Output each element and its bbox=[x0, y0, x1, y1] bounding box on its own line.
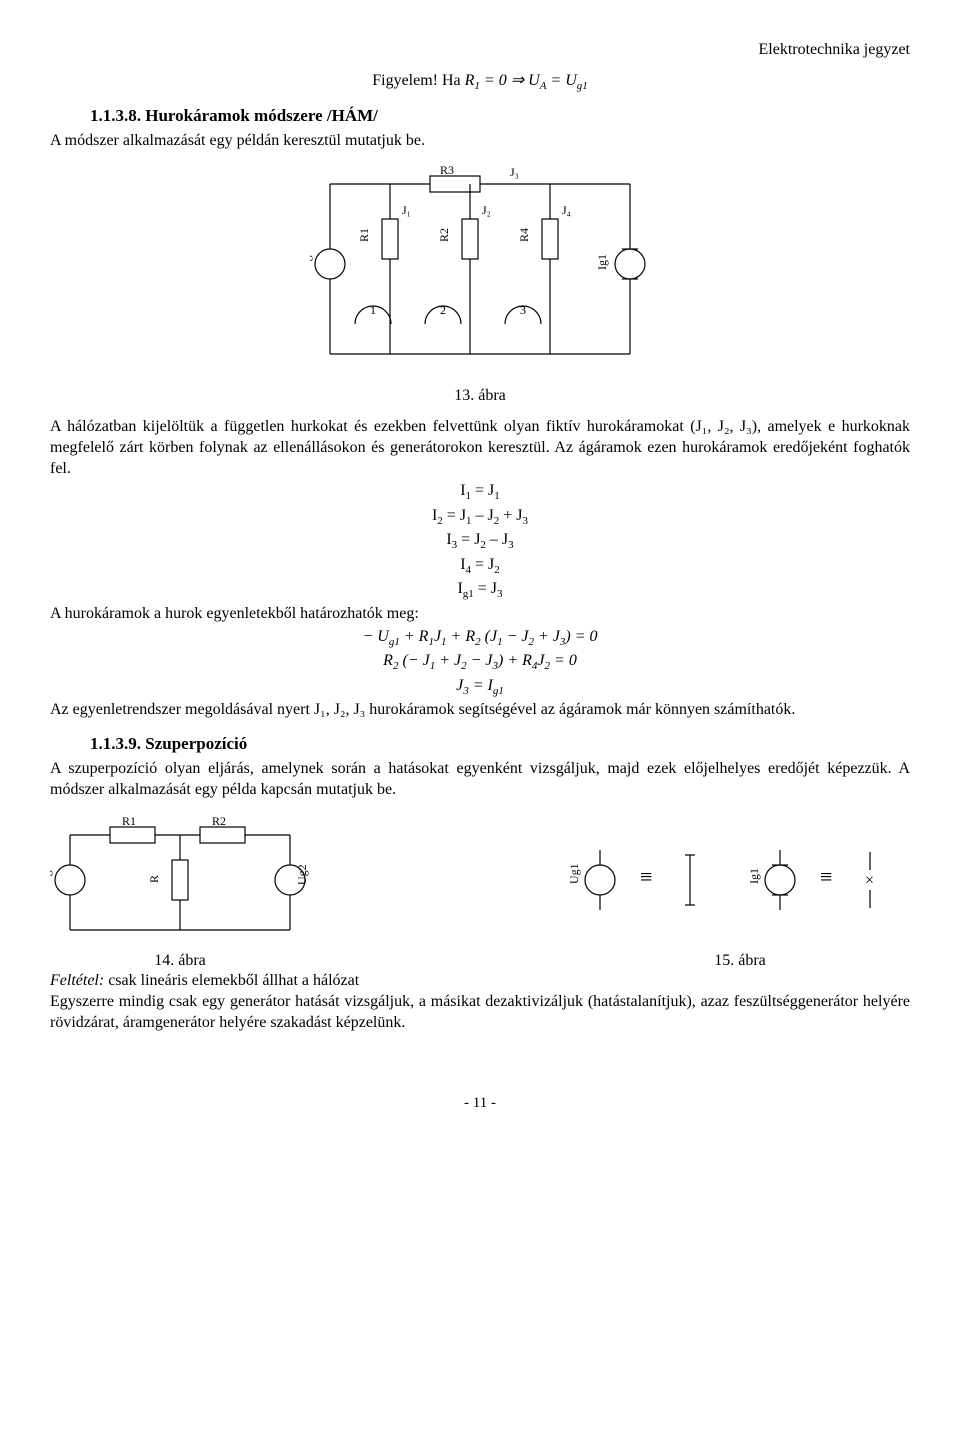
branch-intro: A hurokáramok a hurok egyenletekből hatá… bbox=[50, 604, 910, 625]
fig13-label-ig1: Ig1 bbox=[595, 254, 609, 270]
branch-eq-2: I2 = J1 – J2 + J3 bbox=[50, 506, 910, 528]
fig13-loop-1: 1 bbox=[370, 303, 376, 317]
condition-prefix: Feltétel: bbox=[50, 972, 104, 989]
condition-rest: csak lineáris elemekből állhat a hálózat bbox=[104, 972, 359, 989]
branch-eq-1: I1 = J1 bbox=[50, 481, 910, 503]
fig13-label-j3: J₃ bbox=[510, 165, 519, 179]
fig13-label-r4: R4 bbox=[517, 228, 531, 242]
para-after-fig13: A hálózatban kijelöltük a független hurk… bbox=[50, 417, 910, 479]
running-header: Elektrotechnika jegyzet bbox=[50, 40, 910, 61]
condition-line: Feltétel: csak lineáris elemekből állhat… bbox=[50, 971, 910, 992]
figure-14-diagram: R1 R2 R Ug1 Ug2 bbox=[50, 815, 310, 945]
fig13-label-ug1: Ug1 bbox=[310, 250, 313, 271]
section-139-title: 1.1.3.9. Szuperpozíció bbox=[90, 733, 910, 755]
loop-eq-2: R2 (− J1 + J2 − J3) + R4J2 = 0 bbox=[50, 651, 910, 673]
branch-eq-4: I4 = J2 bbox=[50, 555, 910, 577]
figure-15-caption: 15. ábra bbox=[570, 951, 910, 972]
fig13-label-j4: J₄ bbox=[562, 203, 571, 217]
final-paragraph: Egyszerre mindig csak egy generátor hatá… bbox=[50, 992, 910, 1034]
section-139-name: Szuperpozíció bbox=[145, 734, 247, 753]
equiv-label-ig1: Ig1 bbox=[747, 868, 761, 884]
branch-eq-5: Ig1 = J3 bbox=[50, 579, 910, 601]
equiv-symbol-1: ≡ bbox=[640, 864, 652, 889]
fig13-label-r3: R3 bbox=[440, 164, 454, 177]
fig14-label-r: R bbox=[147, 875, 161, 883]
section-138-name: Hurokáramok módszere /HÁM/ bbox=[145, 106, 378, 125]
attention-prefix: Figyelem! Ha bbox=[372, 72, 464, 89]
fig13-loop-2: 2 bbox=[440, 303, 446, 317]
fig13-label-r2: R2 bbox=[437, 228, 451, 242]
section-138-title: 1.1.3.8. Hurokáramok módszere /HÁM/ bbox=[90, 105, 910, 127]
fig14-label-ug1: Ug1 bbox=[50, 864, 53, 885]
figure-13-diagram: R3 J₃ R1 R2 R4 J₁ J₂ J₄ Ug1 Ig1 1 2 3 bbox=[310, 164, 650, 374]
equiv-label-ug1: Ug1 bbox=[570, 863, 581, 884]
fig14-label-r2: R2 bbox=[212, 815, 226, 828]
fig13-loop-3: 3 bbox=[520, 303, 526, 317]
page-number: - 11 - bbox=[50, 1094, 910, 1114]
section-139-number: 1.1.3.9. bbox=[90, 734, 141, 753]
figure-row-14-15: R1 R2 R Ug1 Ug2 Ug1 bbox=[50, 815, 910, 945]
figure-13-caption: 13. ábra bbox=[50, 386, 910, 407]
attention-line: Figyelem! Ha R1 = 0 ⇒ UA = Ug1 bbox=[50, 71, 910, 93]
loop-eq-3: J3 = Ig1 bbox=[50, 676, 910, 698]
equiv-symbol-2: ≡ bbox=[820, 864, 832, 889]
section-138-intro: A módszer alkalmazását egy példán keresz… bbox=[50, 131, 910, 152]
fig13-label-j2: J₂ bbox=[482, 203, 491, 217]
figure-14-caption: 14. ábra bbox=[50, 951, 310, 972]
equiv-open-symbol: × bbox=[865, 872, 874, 889]
fig13-label-r1: R1 bbox=[357, 228, 371, 242]
branch-eq-3: I3 = J2 – J3 bbox=[50, 530, 910, 552]
section-139-intro: A szuperpozíció olyan eljárás, amelynek … bbox=[50, 759, 910, 801]
equivalence-diagram: Ug1 Ig1 ≡ ≡ × bbox=[570, 840, 910, 920]
section-138-number: 1.1.3.8. bbox=[90, 106, 141, 125]
loop-eq-1: − Ug1 + R1J1 + R2 (J1 − J2 + J3) = 0 bbox=[50, 627, 910, 649]
fig14-label-ug2: Ug2 bbox=[295, 864, 309, 885]
fig13-label-j1: J₁ bbox=[402, 203, 411, 217]
attention-formula: R1 = 0 ⇒ UA = Ug1 bbox=[465, 72, 588, 89]
fig14-label-r1: R1 bbox=[122, 815, 136, 828]
closing-138: Az egyenletrendszer megoldásával nyert J… bbox=[50, 700, 910, 721]
